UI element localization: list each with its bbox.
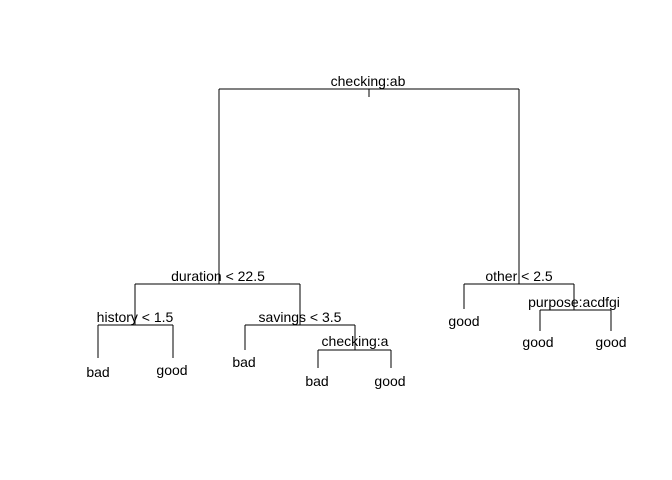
split-label-duration: duration < 22.5: [171, 268, 265, 284]
split-label-savings: savings < 3.5: [259, 309, 342, 325]
split-label-other: other < 2.5: [485, 268, 553, 284]
split-label-history: history < 1.5: [97, 309, 174, 325]
split-label-purpose: purpose:acdfgi: [528, 294, 620, 310]
leaf-label-purpose-good-2: good: [595, 334, 626, 350]
leaf-label-history-good: good: [156, 362, 187, 378]
leaf-label-other-good: good: [448, 313, 479, 329]
leaf-label-savings-bad: bad: [232, 354, 255, 370]
split-label-checking-a: checking:a: [322, 333, 389, 349]
leaf-label-checking-a-bad: bad: [305, 373, 328, 389]
leaf-label-checking-a-good: good: [374, 373, 405, 389]
split-label-checking-ab: checking:ab: [331, 73, 406, 89]
leaf-label-purpose-good-1: good: [522, 334, 553, 350]
leaf-label-history-bad: bad: [86, 364, 109, 380]
